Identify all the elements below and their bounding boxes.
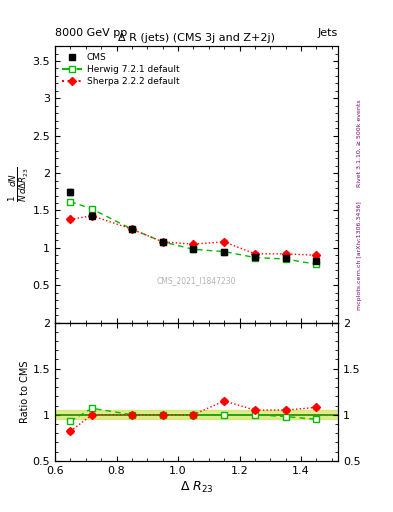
Y-axis label: $\frac{1}{N}\frac{dN}{d\Delta R_{23}}$: $\frac{1}{N}\frac{dN}{d\Delta R_{23}}$ — [7, 166, 31, 202]
Y-axis label: Ratio to CMS: Ratio to CMS — [20, 360, 30, 423]
Text: 8000 GeV pp: 8000 GeV pp — [55, 28, 127, 38]
Text: CMS_2021_I1847230: CMS_2021_I1847230 — [157, 276, 236, 286]
Legend: CMS, Herwig 7.2.1 default, Sherpa 2.2.2 default: CMS, Herwig 7.2.1 default, Sherpa 2.2.2 … — [59, 51, 182, 89]
X-axis label: $\Delta\ R_{23}$: $\Delta\ R_{23}$ — [180, 480, 213, 495]
Text: Rivet 3.1.10, ≥ 500k events: Rivet 3.1.10, ≥ 500k events — [357, 99, 362, 187]
Bar — [55, 410, 338, 419]
Text: mcplots.cern.ch [arXiv:1306.3436]: mcplots.cern.ch [arXiv:1306.3436] — [357, 202, 362, 310]
Title: Δ R (jets) (CMS 3j and Z+2j): Δ R (jets) (CMS 3j and Z+2j) — [118, 33, 275, 42]
Text: Jets: Jets — [318, 28, 338, 38]
